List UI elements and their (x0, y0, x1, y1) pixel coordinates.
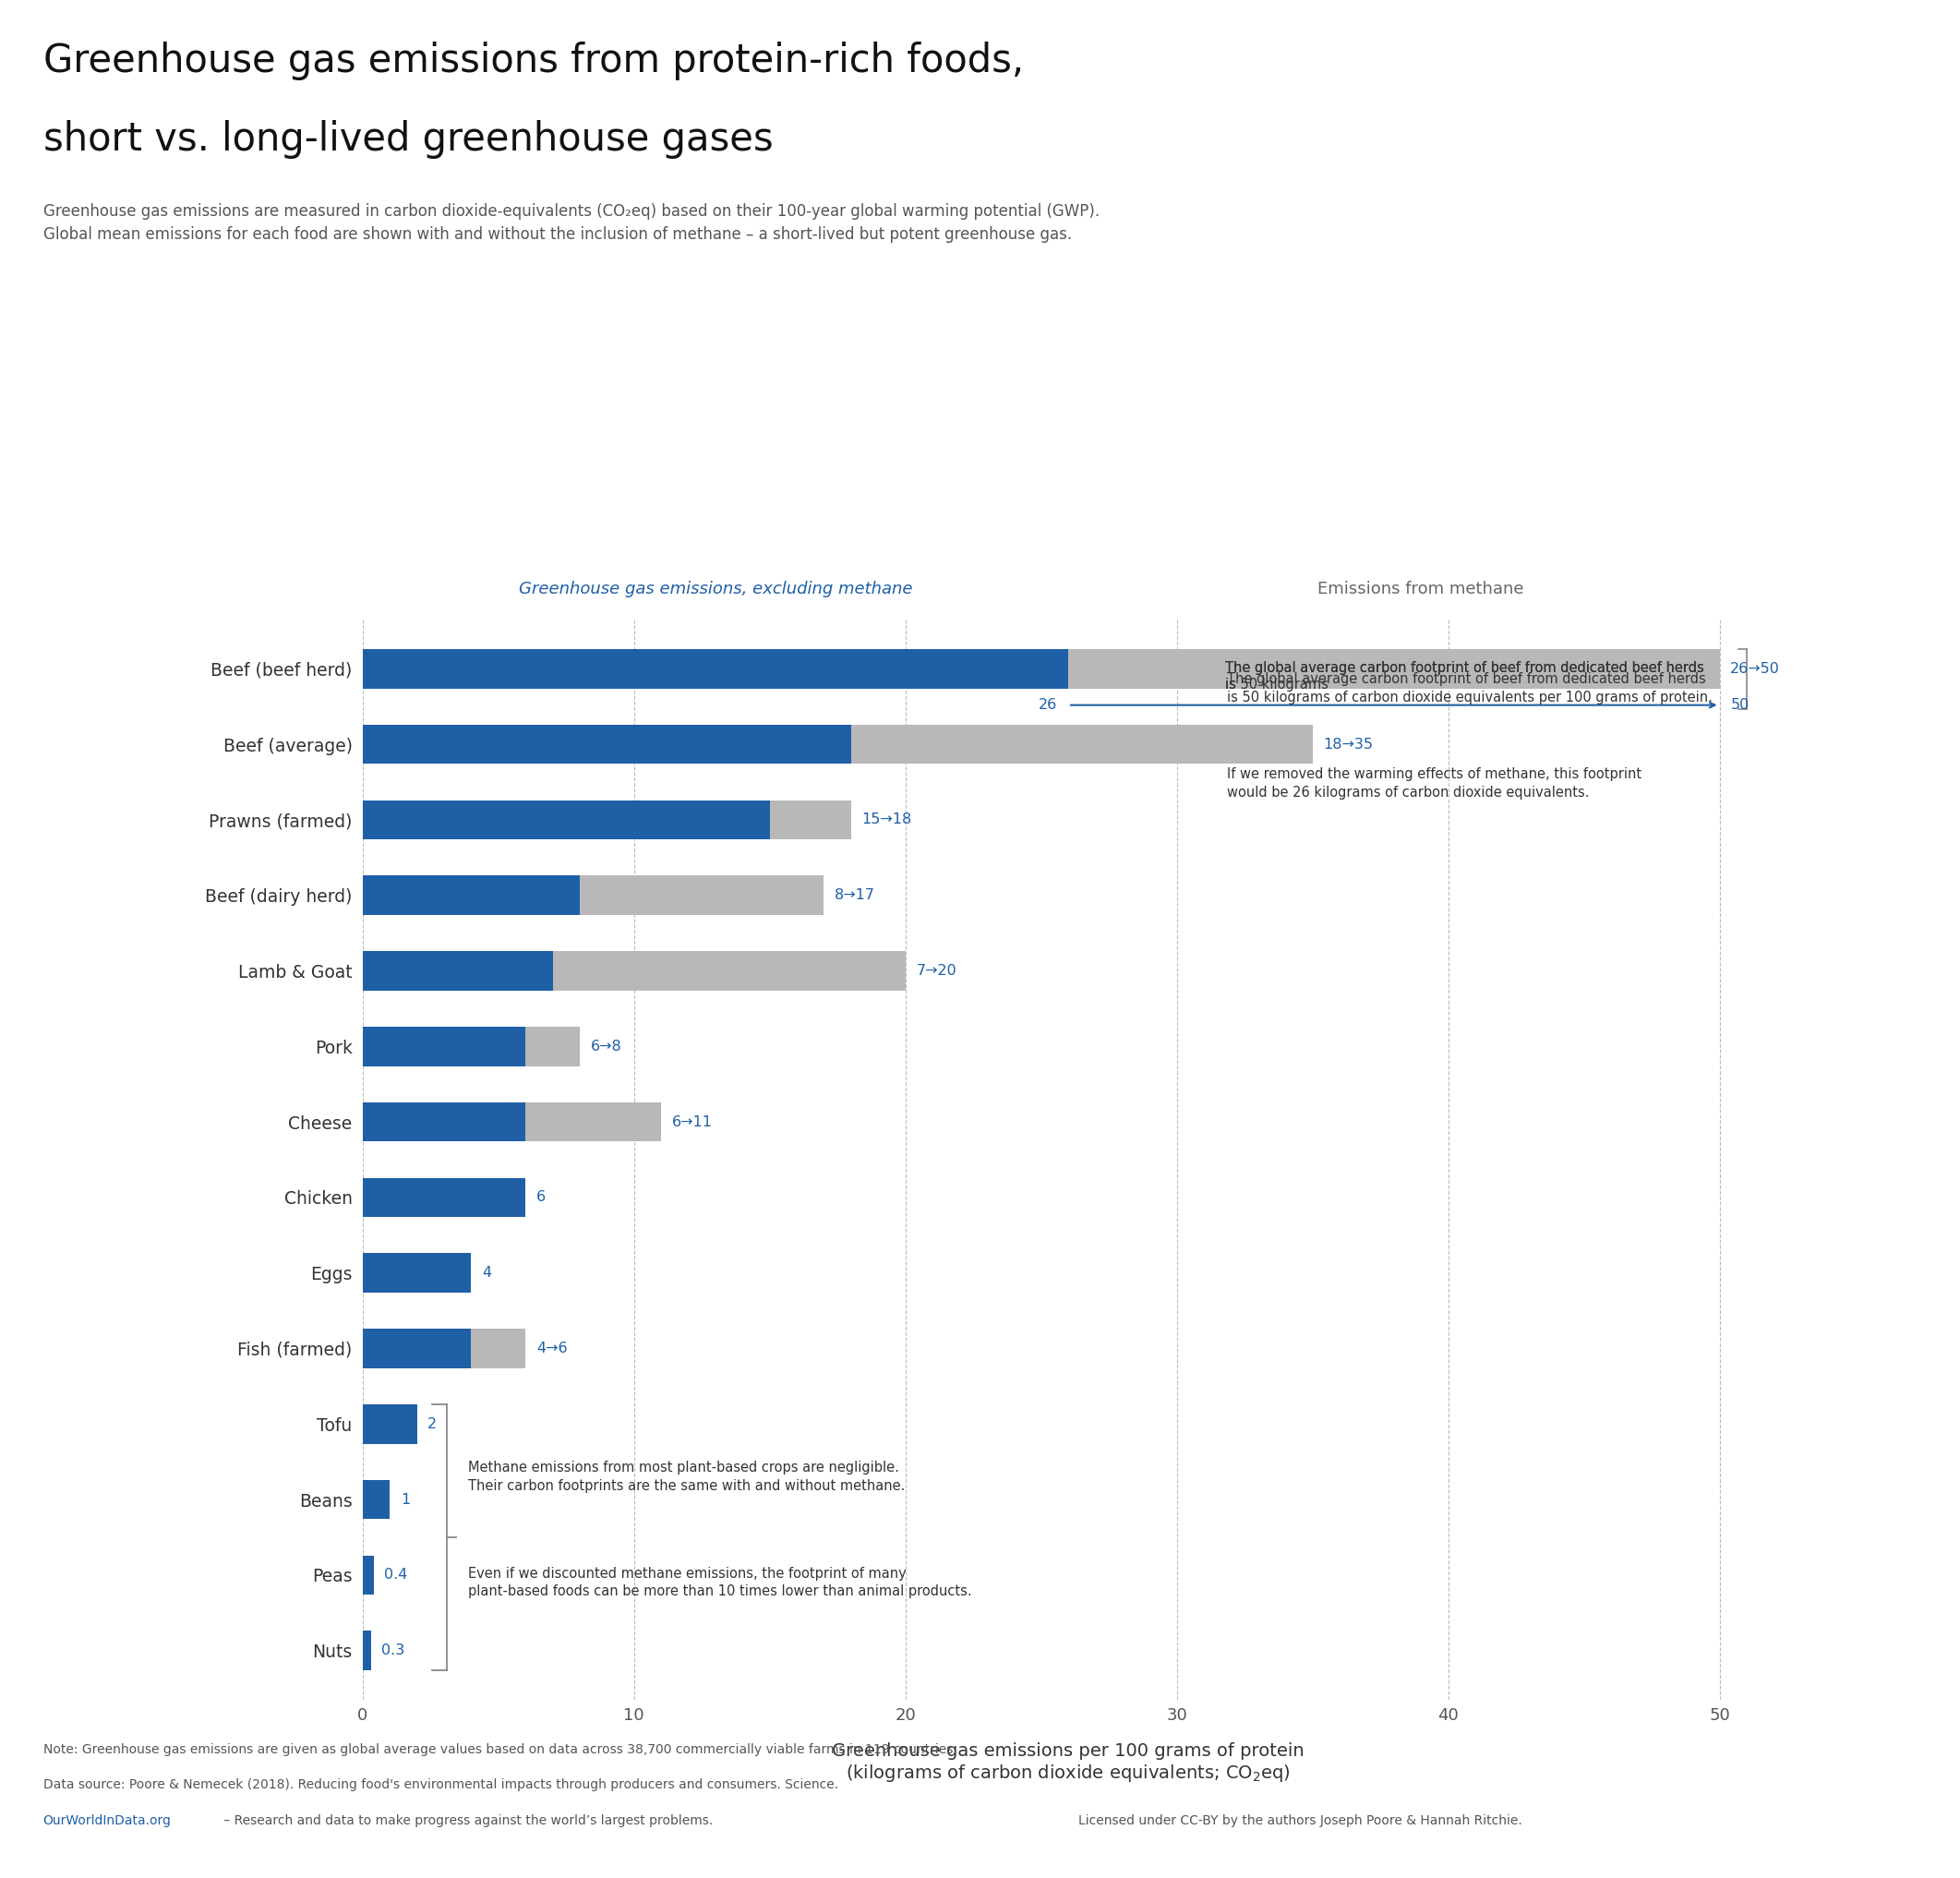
Bar (363, 875, 580, 915)
Text: Note: Greenhouse gas emissions are given as global average values based on data : Note: Greenhouse gas emissions are given… (43, 1743, 956, 1756)
Text: 4: 4 (482, 1266, 492, 1281)
Bar (470, 1330, 525, 1367)
Bar (770, 800, 851, 839)
Text: Licensed under CC-BY by the authors Joseph Poore & Hannah Ritchie.: Licensed under CC-BY by the authors Jose… (1078, 1814, 1521, 1827)
Text: 6→11: 6→11 (672, 1116, 713, 1129)
Text: 50: 50 (1731, 699, 1748, 712)
Text: The global average carbon footprint of beef from dedicated beef herds
is 50 kilo: The global average carbon footprint of b… (1225, 661, 1703, 691)
Text: 18→35: 18→35 (1323, 738, 1374, 751)
Bar (525, 1027, 580, 1067)
Text: 8→17: 8→17 (835, 888, 876, 901)
Text: The global average carbon footprint of beef from dedicated beef herds
is: The global average carbon footprint of b… (1225, 661, 1703, 691)
Bar (363, 1178, 525, 1217)
Text: 26: 26 (1039, 699, 1056, 712)
Bar (363, 725, 851, 764)
Bar (363, 1102, 525, 1142)
Text: Greenhouse gas emissions are measured in carbon dioxide-equivalents (CO₂eq) base: Greenhouse gas emissions are measured in… (43, 203, 1100, 242)
Bar (1068, 650, 1719, 689)
Bar (363, 1330, 470, 1367)
Bar (580, 875, 823, 915)
Text: The global average carbon footprint of beef from dedicated beef herds
is 50 kilo: The global average carbon footprint of b… (1227, 672, 1713, 704)
Text: If we removed the warming effects of methane, this footprint
would be 26 kilogra: If we removed the warming effects of met… (1227, 766, 1642, 800)
Text: 7→20: 7→20 (915, 963, 956, 978)
Text: OurWorldInData.org: OurWorldInData.org (43, 1814, 171, 1827)
Text: Methane emissions from most plant-based crops are negligible.
Their carbon footp: Methane emissions from most plant-based … (468, 1461, 906, 1493)
Text: Greenhouse gas emissions, excluding methane: Greenhouse gas emissions, excluding meth… (519, 580, 911, 597)
Text: Data source: Poore & Nemecek (2018). Reducing food's environmental impacts throu: Data source: Poore & Nemecek (2018). Red… (43, 1778, 839, 1792)
Text: Even if we discounted methane emissions, the footprint of many
plant-based foods: Even if we discounted methane emissions,… (468, 1566, 972, 1598)
Text: 2: 2 (427, 1418, 437, 1431)
Text: 0.3: 0.3 (382, 1643, 406, 1658)
Bar (363, 800, 770, 839)
Text: Our World: Our World (1750, 54, 1840, 71)
Bar (363, 650, 1068, 689)
Bar (363, 1555, 374, 1594)
Text: 26→50: 26→50 (1731, 661, 1780, 676)
Bar (363, 1405, 417, 1444)
Bar (851, 725, 1313, 764)
Bar (553, 952, 906, 990)
Text: 1: 1 (400, 1493, 410, 1506)
Bar (363, 1630, 370, 1670)
Bar (363, 1027, 525, 1067)
Bar (363, 1480, 390, 1519)
Bar (363, 1253, 470, 1292)
Text: Greenhouse gas emissions from protein-rich foods,: Greenhouse gas emissions from protein-ri… (43, 41, 1023, 81)
Text: short vs. long-lived greenhouse gases: short vs. long-lived greenhouse gases (43, 120, 772, 160)
Text: 0.4: 0.4 (384, 1568, 408, 1581)
X-axis label: Greenhouse gas emissions per 100 grams of protein
(kilograms of carbon dioxide e: Greenhouse gas emissions per 100 grams o… (833, 1743, 1303, 1784)
Text: 6→8: 6→8 (590, 1039, 621, 1054)
Text: 4→6: 4→6 (537, 1341, 566, 1356)
Text: Emissions from methane: Emissions from methane (1317, 580, 1525, 597)
Bar (525, 1102, 661, 1142)
Bar (363, 952, 553, 990)
Text: 6: 6 (537, 1191, 545, 1204)
Text: 15→18: 15→18 (862, 813, 911, 826)
Text: – Research and data to make progress against the world’s largest problems.: – Research and data to make progress aga… (220, 1814, 713, 1827)
Text: in Data: in Data (1762, 109, 1829, 126)
